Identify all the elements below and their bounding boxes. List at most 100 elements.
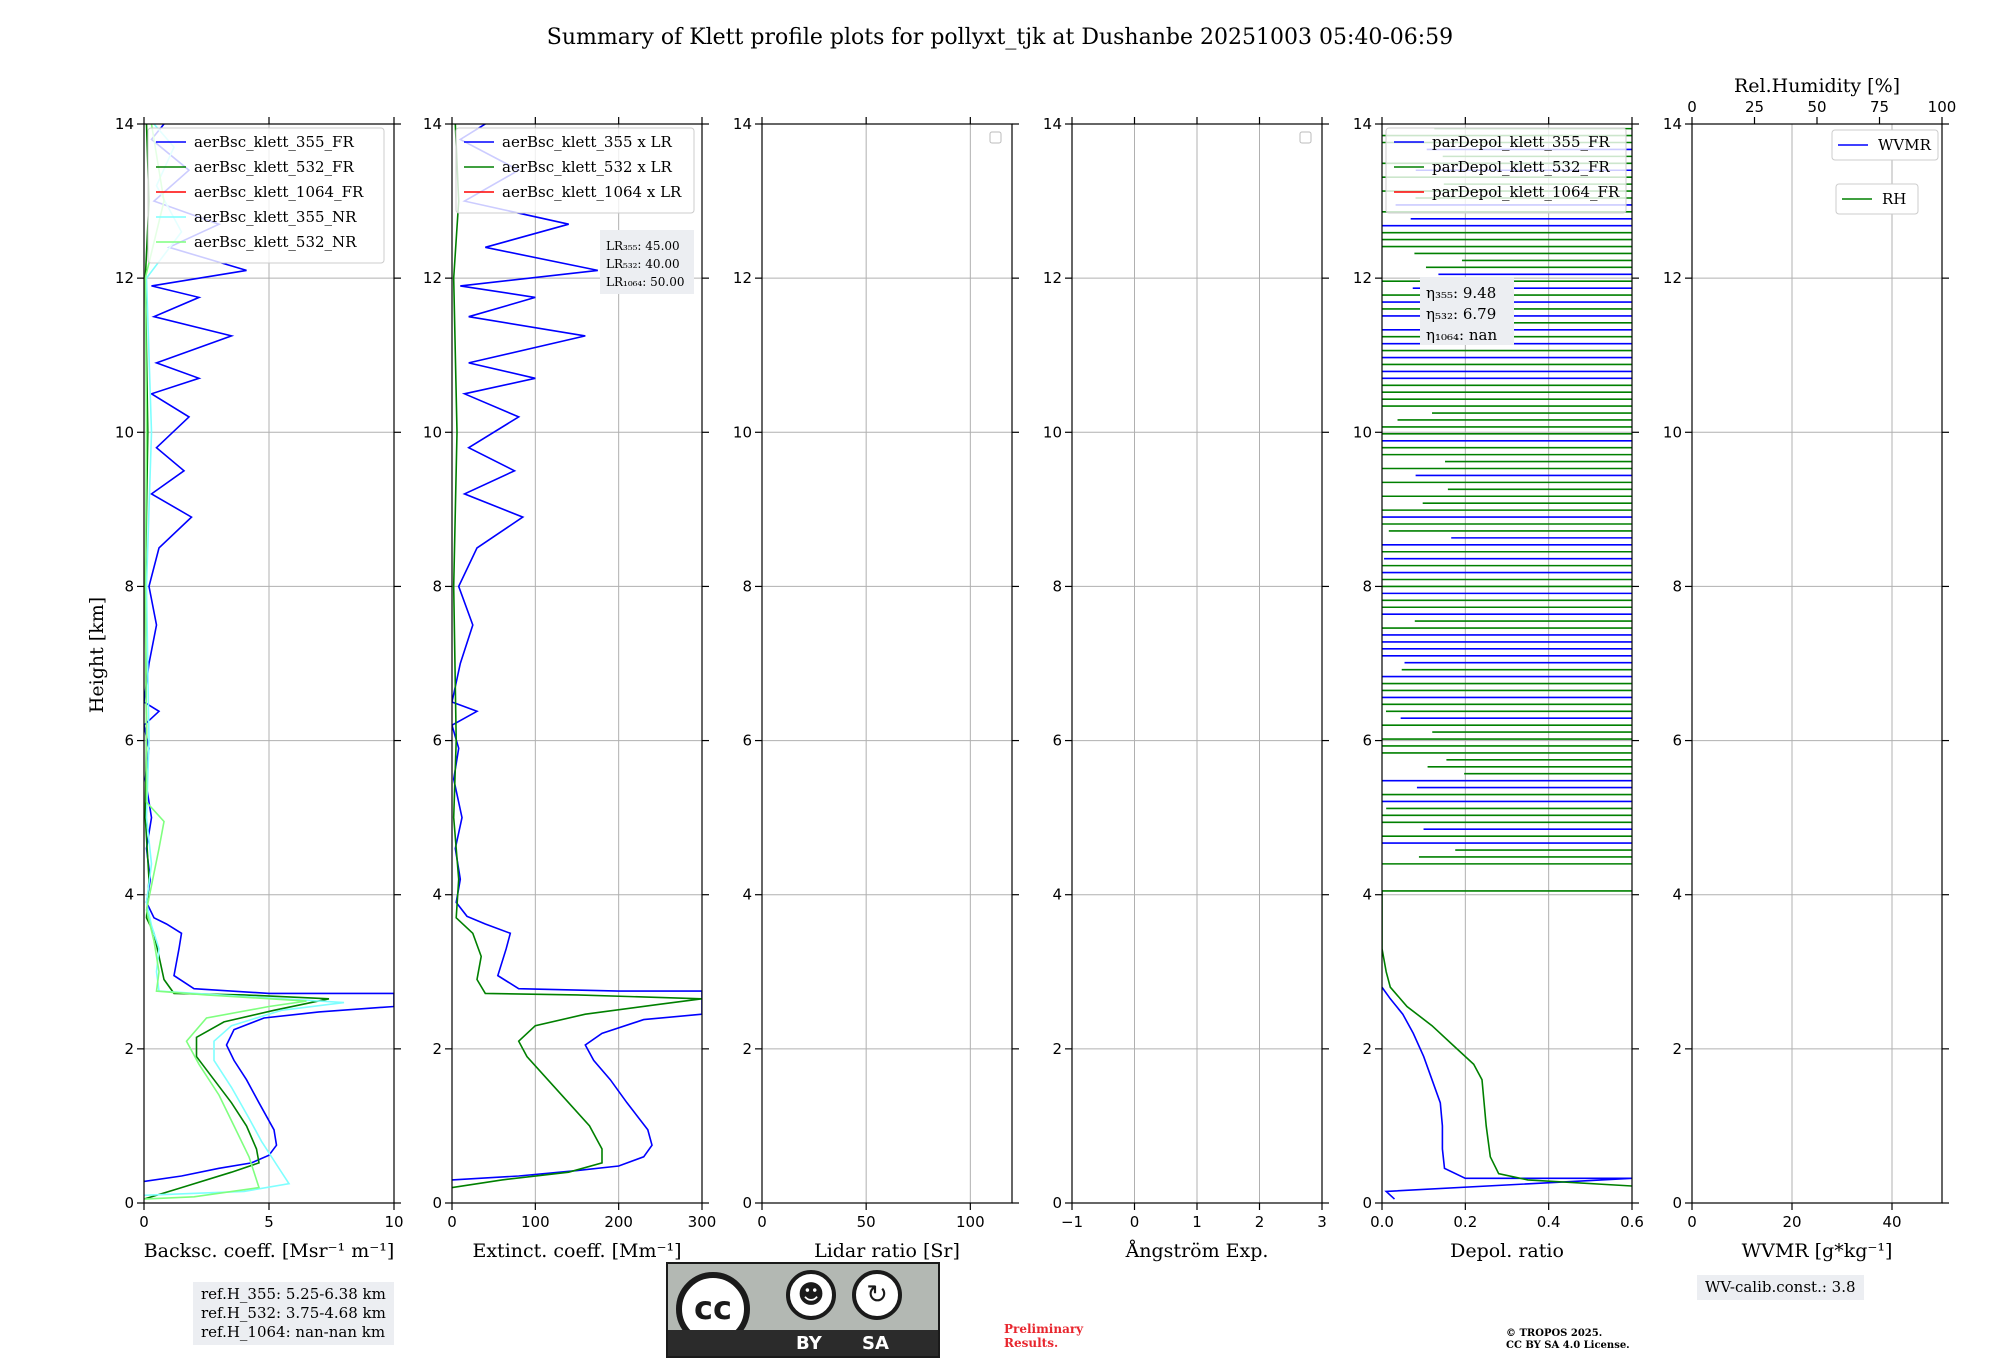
- y-tick-label: 14: [1663, 115, 1682, 133]
- y-tick-label: 4: [1052, 886, 1062, 904]
- legend-bsc: aerBsc_klett_355_FR aerBsc_klett_532_FRae…: [147, 127, 385, 264]
- x-tick-label: 2: [1255, 1213, 1265, 1231]
- legend-label: parDepol_klett_532_FR: [1432, 158, 1610, 176]
- x-tick-label: 40: [1882, 1213, 1901, 1231]
- eta-text: η₅₃₂: 6.79: [1426, 305, 1496, 323]
- y-tick-label: 0: [432, 1194, 442, 1212]
- eta-text: η₁₀₆₄: nan: [1426, 326, 1497, 344]
- copyright-line-2: CC BY SA 4.0 License.: [1506, 1340, 1630, 1351]
- top-x-tick-label: 0: [1687, 98, 1697, 116]
- x-tick-label: 3: [1317, 1213, 1327, 1231]
- y-tick-label: 12: [1043, 269, 1062, 287]
- x-tick-label: 1: [1192, 1213, 1202, 1231]
- subplot-wvmr: 0 2 4 6 8 10 12 14 0 20 40 WVMR [g*kg⁻¹] 0 25 50 75 100 R…: [1663, 75, 1956, 1262]
- y-tick-label: 0: [1052, 1194, 1062, 1212]
- refh-1064: ref.H_1064: nan-nan km: [201, 1323, 386, 1341]
- y-tick-label: 0: [1362, 1194, 1372, 1212]
- series-aerBsc_klett_355_NR: [144, 124, 345, 1197]
- lidar-ratio-text: LR₃₅₅: 45.00: [606, 239, 680, 253]
- y-tick-label: 6: [1362, 732, 1372, 750]
- top-x-tick-label: 50: [1807, 98, 1826, 116]
- series-parDepol_klett_355_FR: [1382, 986, 1632, 1200]
- legend-label: aerBsc_klett_532_FR: [194, 158, 354, 176]
- y-tick-label: 12: [1353, 269, 1372, 287]
- x-tick-label: 0: [447, 1213, 457, 1231]
- y-tick-label: 6: [124, 732, 134, 750]
- y-tick-label: 6: [742, 732, 752, 750]
- series-aerBsc_klett_532_NR: [144, 124, 307, 1200]
- y-tick-label: 14: [733, 115, 752, 133]
- top-x-tick-label: 25: [1745, 98, 1764, 116]
- y-tick-label: 8: [1052, 577, 1062, 595]
- y-axis-label: Height [km]: [86, 597, 108, 713]
- x-tick-label: 0.6: [1620, 1213, 1644, 1231]
- eta-text: η₃₅₅: 9.48: [1426, 284, 1496, 302]
- x-axis-label-lr: Lidar ratio [Sr]: [814, 1240, 960, 1262]
- y-tick-label: 2: [742, 1040, 752, 1058]
- legend-label: RH: [1882, 190, 1906, 208]
- person-icon: ☻: [786, 1270, 836, 1320]
- y-tick-label: 12: [423, 269, 442, 287]
- series-parDepol_klett_532_FR: [1382, 890, 1632, 1187]
- empty-legend-box: [1299, 131, 1312, 144]
- eta-box: [1420, 277, 1514, 345]
- legend-label: parDepol_klett_1064_FR: [1432, 183, 1620, 201]
- refh-532: ref.H_532: 3.75-4.68 km: [201, 1304, 386, 1322]
- y-tick-label: 14: [1043, 115, 1062, 133]
- x-tick-label: 200: [604, 1213, 633, 1231]
- y-tick-label: 4: [1362, 886, 1372, 904]
- x-tick-label: 0: [1687, 1213, 1697, 1231]
- legend-label: aerBsc_klett_355_NR: [194, 208, 357, 226]
- legend-box-RH: [1835, 183, 1919, 215]
- y-tick-label: 10: [423, 423, 442, 441]
- x-tick-label: 0: [757, 1213, 767, 1231]
- x-tick-label: 0.0: [1370, 1213, 1394, 1231]
- top-x-tick-label: 100: [1928, 98, 1957, 116]
- top-x-tick-label: 75: [1870, 98, 1889, 116]
- y-tick-label: 10: [733, 423, 752, 441]
- legend-box: [455, 127, 695, 214]
- legend-depol: parDepol_klett_355_FR parDepol_klett_532_…: [1385, 127, 1627, 214]
- y-tick-label: 14: [1353, 115, 1372, 133]
- y-tick-label: 2: [1052, 1040, 1062, 1058]
- y-tick-label: 8: [1362, 577, 1372, 595]
- y-tick-label: 0: [124, 1194, 134, 1212]
- empty-legend-box: [989, 131, 1002, 144]
- y-tick-label: 10: [115, 423, 134, 441]
- subplot-ext: 0 2 4 6 8 10 12 14 0 100 200 300 Extinct. coeff. [Mm…: [423, 115, 716, 1262]
- cc-sa-label: SA: [862, 1333, 889, 1354]
- x-axis-label-ang: Ångström Exp.: [1125, 1240, 1269, 1262]
- y-tick-label: 0: [1672, 1194, 1682, 1212]
- subplot-lr: 0 2 4 6 8 10 12 14 0 50 100 Lidar ratio [Sr]: [733, 115, 1019, 1262]
- x-axis-label-depol: Depol. ratio: [1450, 1240, 1564, 1262]
- y-tick-label: 12: [1663, 269, 1682, 287]
- top-x-axis-label: Rel.Humidity [%]: [1734, 75, 1900, 97]
- x-tick-label: 0: [139, 1213, 149, 1231]
- y-tick-label: 4: [432, 886, 442, 904]
- legend-label: parDepol_klett_355_FR: [1432, 133, 1610, 151]
- y-tick-label: 8: [742, 577, 752, 595]
- y-tick-label: 6: [1052, 732, 1062, 750]
- y-tick-label: 8: [1672, 577, 1682, 595]
- legend-label: aerBsc_klett_1064_FR: [194, 183, 364, 201]
- cc-logo-bar: [668, 1330, 938, 1356]
- legend-ext: aerBsc_klett_355 x LR aerBsc_klett_532 x …: [455, 127, 695, 214]
- x-tick-label: 0.2: [1453, 1213, 1477, 1231]
- y-tick-label: 10: [1043, 423, 1062, 441]
- y-tick-label: 2: [432, 1040, 442, 1058]
- x-tick-label: 100: [956, 1213, 985, 1231]
- figure-title: Summary of Klett profile plots for polly…: [547, 25, 1453, 50]
- y-tick-label: 2: [124, 1040, 134, 1058]
- legend-box: [1385, 127, 1627, 214]
- legend-label: aerBsc_klett_355_FR: [194, 133, 354, 151]
- y-tick-label: 10: [1663, 423, 1682, 441]
- y-tick-label: 6: [1672, 732, 1682, 750]
- legend-box-WVMR: [1831, 129, 1939, 161]
- axes-frame: [1381, 123, 1633, 1204]
- copyright-note: © TROPOS 2025. CC BY SA 4.0 License.: [1506, 1328, 1630, 1352]
- x-tick-label: 300: [688, 1213, 717, 1231]
- legend-label: aerBsc_klett_532_NR: [194, 233, 357, 251]
- axes-frame: [451, 123, 703, 1204]
- x-tick-label: 100: [521, 1213, 550, 1231]
